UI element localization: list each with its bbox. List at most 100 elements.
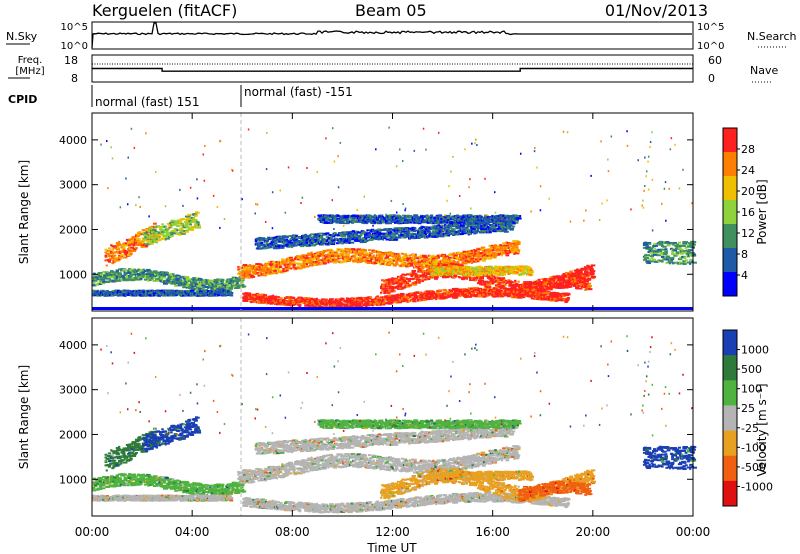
power-echo-cell <box>164 272 167 275</box>
power-echo-cell <box>290 258 293 261</box>
power-echo-cell <box>117 273 122 276</box>
power-echo-cell <box>107 247 112 250</box>
power-echo-cell <box>514 252 520 255</box>
power-echo-cell <box>188 293 194 296</box>
power-echo-cell <box>489 231 492 234</box>
power-echo-cell <box>485 225 488 228</box>
power-echo-cell <box>262 294 265 297</box>
power-echo-cell <box>125 274 129 277</box>
power-echo-cell <box>139 294 142 297</box>
power-echo-cell <box>337 234 341 237</box>
power-echo-cell <box>411 257 415 260</box>
power-echo-cell <box>92 289 96 292</box>
power-echo-cell <box>286 258 291 261</box>
power-echo-cell <box>383 252 386 255</box>
power-echo-cell <box>415 229 420 232</box>
power-echo-cell <box>508 287 512 290</box>
power-echo-cell <box>423 232 428 235</box>
power-echo-cell <box>499 244 503 247</box>
power-echo-cell <box>275 239 278 242</box>
power-echo-cell <box>379 254 384 257</box>
power-echo-cell <box>452 296 458 299</box>
power-echo-cell <box>512 240 517 243</box>
power-echo-cell <box>414 263 417 266</box>
power-echo-cell <box>469 295 473 298</box>
power-echo-cell <box>389 235 395 238</box>
power-echo-cell <box>340 242 345 245</box>
power-echo-cell <box>184 230 189 233</box>
power-echo-cell <box>266 242 271 245</box>
power-echo-cell <box>411 234 414 237</box>
power-echo-cell <box>375 229 379 232</box>
power-echo-cell <box>242 292 247 295</box>
power-echo-cell <box>500 254 504 257</box>
power-echo-cell <box>304 304 309 307</box>
power-echo-cell <box>211 283 214 286</box>
power-echo-cell <box>368 239 373 242</box>
power-echo-cell <box>309 233 315 236</box>
power-echo-cell <box>387 294 393 297</box>
power-echo-cell <box>459 232 465 235</box>
power-echo-cell <box>303 301 306 304</box>
power-echo-cell <box>383 237 387 240</box>
power-echo-cell <box>482 229 488 232</box>
power-echo-cell <box>361 260 365 263</box>
power-echo-cell <box>508 225 511 228</box>
power-echo-cell <box>322 301 325 304</box>
power-echo-cell <box>113 293 118 296</box>
power-echo-cell <box>438 254 442 257</box>
power-echo-cell <box>500 246 505 249</box>
power-echo-cell <box>173 291 176 294</box>
power-echo-cell <box>466 292 469 295</box>
power-echo-cell <box>269 295 272 298</box>
power-echo-cell <box>434 259 437 262</box>
power-echo-cell <box>203 290 208 293</box>
power-echo-cell <box>122 278 126 281</box>
power-echo-cell <box>323 303 327 306</box>
power-echo-cell <box>308 236 312 239</box>
power-echo-cell <box>126 279 130 282</box>
power-echo-cell <box>287 241 291 244</box>
power-echo-cell <box>379 256 384 259</box>
power-echo-cell <box>498 227 503 230</box>
power-echo-cell <box>299 255 304 258</box>
power-echo-cell <box>420 263 424 266</box>
power-echo-cell <box>290 267 293 270</box>
power-echo-cell <box>366 298 369 301</box>
power-echo-cell <box>474 290 480 293</box>
power-echo-cell <box>501 224 506 227</box>
power-echo-cell <box>104 254 108 257</box>
power-echo-cell <box>243 296 246 299</box>
power-echo-cell <box>371 232 377 235</box>
power-echo-cell <box>295 234 298 237</box>
power-echo-cell <box>384 256 390 259</box>
power-echo-cell <box>381 299 385 302</box>
power-echo-cell <box>282 243 287 246</box>
power-echo-cell <box>141 240 145 243</box>
power-echo-cell <box>167 281 171 284</box>
power-echo-cell <box>303 239 306 242</box>
power-echo-cell <box>291 242 296 245</box>
power-echo-cell <box>116 289 121 292</box>
power-echo-cell <box>418 259 422 262</box>
power-echo-cell <box>422 294 425 297</box>
power-echo-cell <box>181 232 186 235</box>
power-echo-cell <box>305 263 308 266</box>
power-echo-cell <box>415 292 419 295</box>
power-echo-cell <box>380 260 384 263</box>
power-echo-cell <box>436 229 441 232</box>
power-echo-cell <box>353 234 359 237</box>
power-echo-cell <box>480 248 486 251</box>
power-echo-cell <box>443 257 448 260</box>
power-echo-cell <box>369 252 372 255</box>
power-echo-cell <box>528 295 533 298</box>
power-echo-cell <box>422 266 425 269</box>
power-echo-cell <box>161 232 165 235</box>
power-echo-cell <box>361 248 366 251</box>
power-echo-cell <box>242 268 246 271</box>
power-echo-cell <box>257 245 261 248</box>
power-echo-cell <box>376 250 382 253</box>
power-echo-cell <box>271 272 275 275</box>
power-echo-cell <box>357 231 361 234</box>
